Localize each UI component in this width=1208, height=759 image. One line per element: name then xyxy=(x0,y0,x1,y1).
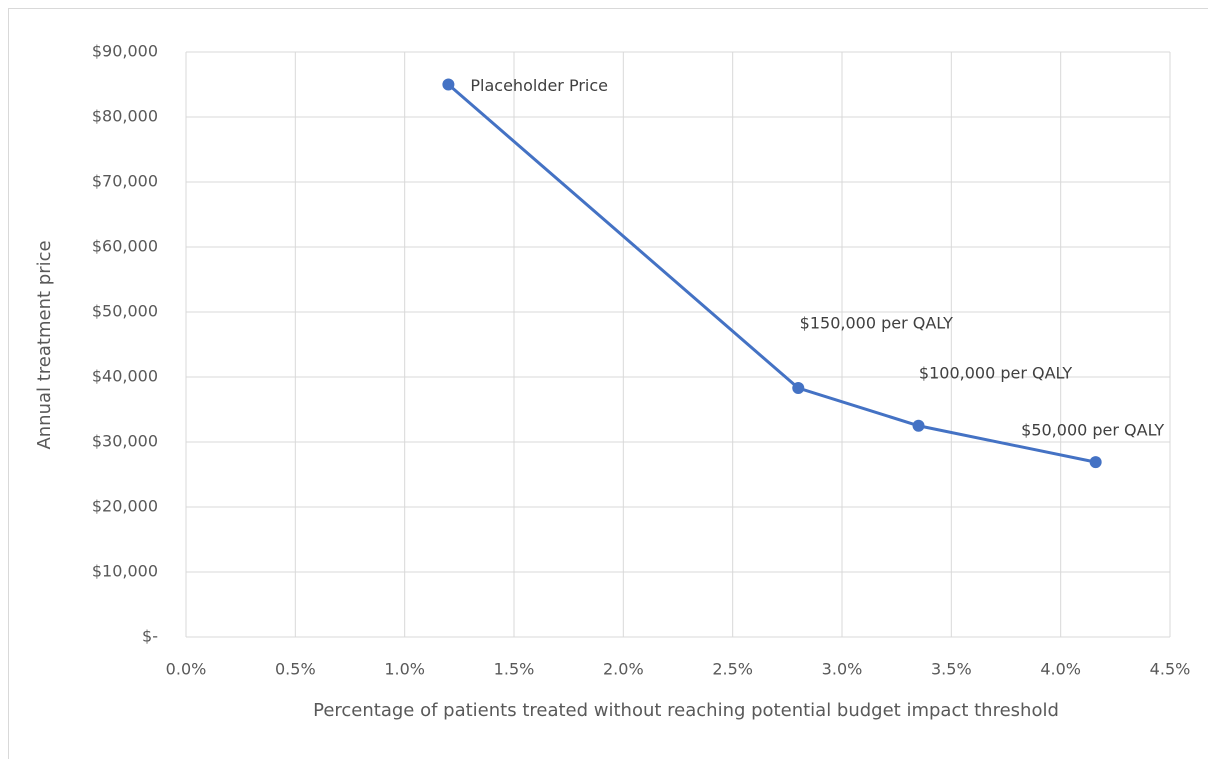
point xyxy=(1089,456,1102,469)
x-tick-label: 0.0% xyxy=(166,660,207,679)
y-tick-label: $30,000 xyxy=(92,432,158,451)
x-axis-label: Percentage of patients treated without r… xyxy=(313,700,1059,721)
x-tick-label: 2.5% xyxy=(712,660,753,679)
point-label: $100,000 per QALY xyxy=(919,363,1072,382)
chart-border xyxy=(8,8,1208,759)
point-label: $50,000 per QALY xyxy=(1021,421,1164,440)
y-tick-label: $10,000 xyxy=(92,562,158,581)
x-tick-label: 4.0% xyxy=(1040,660,1081,679)
x-tick-label: 1.5% xyxy=(494,660,535,679)
point xyxy=(792,382,805,395)
x-tick-label: 0.5% xyxy=(275,660,316,679)
y-tick-label: $50,000 xyxy=(92,302,158,321)
x-tick-label: 1.0% xyxy=(384,660,425,679)
x-tick-label: 4.5% xyxy=(1150,660,1191,679)
point-label: Placeholder Price xyxy=(470,76,608,95)
x-tick-label: 2.0% xyxy=(603,660,644,679)
y-axis-label: Annual treatment price xyxy=(34,240,55,449)
point xyxy=(442,78,455,91)
line xyxy=(447,83,1096,464)
y-tick-label: $- xyxy=(142,627,158,646)
point-label: $150,000 per QALY xyxy=(800,314,953,333)
y-tick-label: $70,000 xyxy=(92,172,158,191)
y-tick-label: $60,000 xyxy=(92,237,158,256)
x-tick-label: 3.5% xyxy=(931,660,972,679)
point xyxy=(912,419,925,432)
y-tick-label: $40,000 xyxy=(92,367,158,386)
y-tick-label: $20,000 xyxy=(92,497,158,516)
y-tick-label: $80,000 xyxy=(92,107,158,126)
x-tick-label: 3.0% xyxy=(822,660,863,679)
y-tick-label: $90,000 xyxy=(92,42,158,61)
